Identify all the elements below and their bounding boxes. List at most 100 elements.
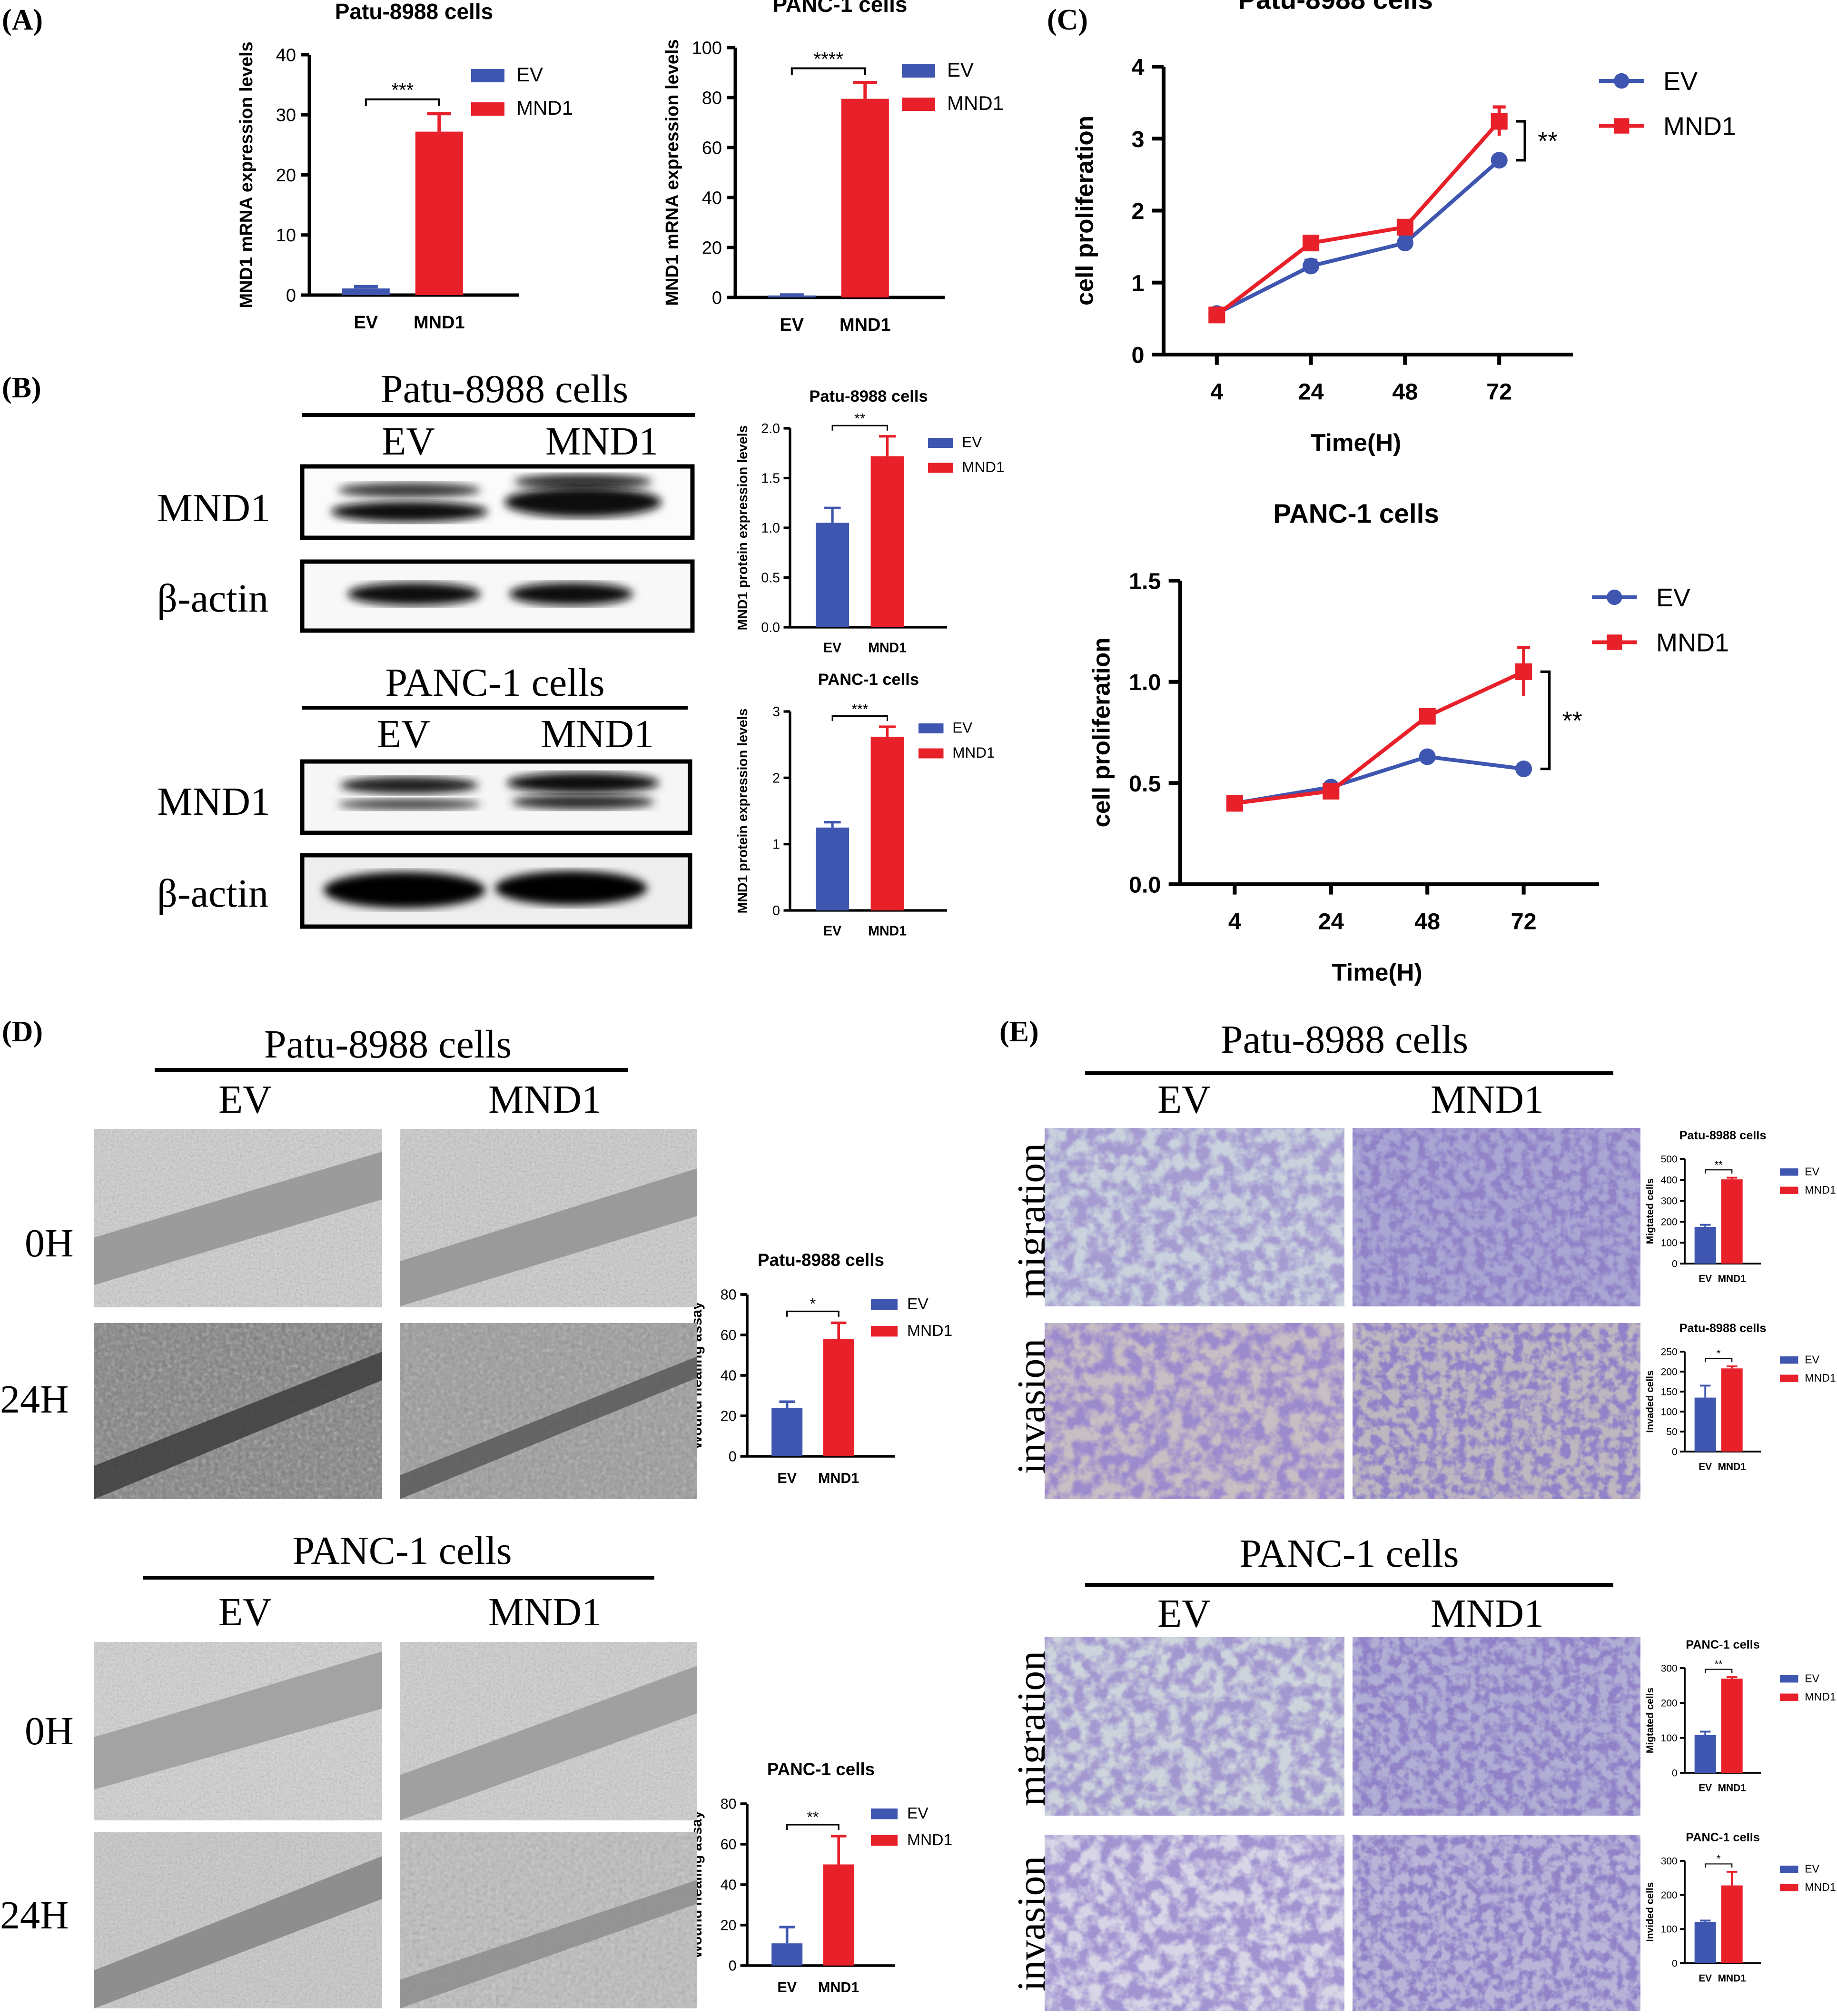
significance-label: ** bbox=[1562, 706, 1582, 735]
chart-title: Patu-8988 cells bbox=[1679, 1322, 1767, 1335]
bar-mnd1 bbox=[1721, 1679, 1743, 1773]
transwell-image bbox=[1353, 1637, 1640, 1816]
x-tick-label: MND1 bbox=[1718, 1783, 1747, 1794]
legend-swatch-ev bbox=[1614, 73, 1630, 89]
y-tick-label: 50 bbox=[1666, 1426, 1677, 1437]
legend-swatch-mnd1 bbox=[1607, 634, 1622, 650]
significance-label: *** bbox=[851, 702, 868, 717]
y-tick-label: 1.5 bbox=[761, 471, 780, 486]
y-tick-label: 1 bbox=[772, 837, 780, 852]
y-tick-label: 20 bbox=[276, 166, 296, 186]
wound-panc: PANC-1 cells EV MND1 0H 24H bbox=[0, 1529, 697, 2008]
y-tick-label: 20 bbox=[702, 238, 722, 258]
y-axis-label: cell proliferation bbox=[1071, 116, 1098, 306]
y-axis-label: Invided cells bbox=[1645, 1882, 1656, 1942]
legend-swatch-ev bbox=[871, 1808, 898, 1819]
y-axis-label: MND1 mRNA expression levels bbox=[237, 41, 257, 308]
y-tick-label: 30 bbox=[276, 106, 296, 126]
y-tick-label: 60 bbox=[702, 138, 722, 158]
bar-ev bbox=[1694, 1922, 1716, 1963]
x-tick-label: MND1 bbox=[1718, 1462, 1747, 1472]
y-axis-label: Migtated cells bbox=[1645, 1688, 1656, 1753]
legend-swatch-mnd1 bbox=[928, 463, 953, 473]
y-tick-label: 40 bbox=[721, 1877, 737, 1893]
chart-title: PANC-1 cells bbox=[1686, 1638, 1760, 1651]
y-tick-label: 0 bbox=[712, 288, 722, 308]
y-tick-label: 300 bbox=[1661, 1196, 1678, 1206]
legend-label: EV bbox=[907, 1805, 928, 1822]
blot-panc-row-mnd1: MND1 bbox=[157, 780, 270, 824]
legend-swatch-ev bbox=[1780, 1168, 1798, 1176]
legend-swatch-ev bbox=[871, 1299, 898, 1310]
blot-band bbox=[509, 583, 633, 605]
y-tick-label: 0 bbox=[1672, 1258, 1678, 1269]
y-tick-label: 20 bbox=[721, 1408, 737, 1424]
wound-patu-ev-label: EV bbox=[218, 1077, 272, 1122]
wound-patu-mnd1-label: MND1 bbox=[488, 1077, 602, 1122]
legend-label: EV bbox=[1805, 1672, 1819, 1684]
data-point-ev bbox=[1419, 748, 1436, 765]
significance-label: ** bbox=[807, 1808, 819, 1826]
bar-ev bbox=[1694, 1735, 1716, 1773]
bar-mnd1 bbox=[870, 456, 904, 627]
legend-swatch-mnd1 bbox=[1780, 1374, 1798, 1382]
x-tick-label: MND1 bbox=[1718, 1274, 1747, 1285]
legend-swatch-ev bbox=[471, 69, 504, 82]
y-axis-label: Migtated cells bbox=[1645, 1178, 1656, 1244]
x-tick-label: EV bbox=[777, 1979, 797, 1996]
significance-bracket bbox=[831, 715, 889, 721]
y-tick-label: 2 bbox=[1131, 198, 1144, 224]
blot-band bbox=[331, 501, 488, 522]
blot-panc-title: PANC-1 cells bbox=[385, 661, 604, 705]
bar-mnd1 bbox=[415, 131, 463, 295]
series-line-ev bbox=[1234, 754, 1524, 805]
wound-panc-title: PANC-1 cells bbox=[292, 1529, 512, 1573]
y-tick-label: 200 bbox=[1661, 1216, 1678, 1227]
bar-ev bbox=[771, 1408, 803, 1456]
series-line-ev bbox=[1215, 158, 1501, 316]
x-tick-label: MND1 bbox=[868, 641, 907, 656]
legend-swatch-mnd1 bbox=[902, 98, 935, 111]
transwell-image bbox=[1353, 1835, 1640, 2011]
blot-band bbox=[324, 872, 485, 908]
blot-patu-mnd1-label: MND1 bbox=[545, 419, 659, 464]
y-tick-label: 300 bbox=[1661, 1663, 1678, 1674]
y-tick-label: 80 bbox=[702, 88, 722, 108]
y-tick-label: 0 bbox=[729, 1958, 737, 1974]
y-tick-label: 1.0 bbox=[761, 521, 780, 536]
chart-title: PANC-1 cells bbox=[1686, 1831, 1760, 1844]
data-point-ev bbox=[1491, 152, 1508, 169]
significance-bracket bbox=[831, 425, 889, 431]
x-tick-label: EV bbox=[1699, 1783, 1712, 1794]
legend-swatch-mnd1 bbox=[1780, 1186, 1798, 1194]
legend-label: MND1 bbox=[952, 744, 995, 761]
wound-panc-ev-label: EV bbox=[218, 1590, 272, 1634]
legend-label: MND1 bbox=[962, 458, 1004, 475]
blot-band bbox=[504, 487, 662, 517]
series-line-mnd1 bbox=[1215, 120, 1501, 317]
chart-c2-proliferation-panc: PANC-1 cells 0.0 0.5 1.0 1.5 4 24 48 72 Time(H) ce… bbox=[1088, 499, 1729, 986]
x-tick-label: 48 bbox=[1392, 379, 1418, 405]
transwell-panc-mnd1-label: MND1 bbox=[1431, 1591, 1544, 1636]
legend-swatch-ev bbox=[902, 64, 935, 78]
y-tick-label: 80 bbox=[721, 1796, 737, 1812]
y-axis-label: MND1 protein expression levels bbox=[735, 425, 751, 631]
significance-label: * bbox=[810, 1295, 816, 1313]
significance-bracket bbox=[1705, 1358, 1733, 1363]
data-point-mnd1 bbox=[1396, 218, 1413, 236]
transwell-panc-ev-label: EV bbox=[1157, 1591, 1211, 1636]
wound-image bbox=[400, 1323, 697, 1499]
blot-patu: Patu-8988 cells EV MND1 MND1 β-actin bbox=[157, 367, 695, 633]
wound-image bbox=[94, 1129, 382, 1307]
wound-patu: Patu-8988 cells EV MND1 0H 24H bbox=[0, 1022, 697, 1499]
y-tick-label: 40 bbox=[721, 1368, 737, 1384]
significance-bracket bbox=[1705, 1669, 1733, 1673]
y-tick-label: 200 bbox=[1661, 1890, 1678, 1901]
series-line-mnd1 bbox=[1234, 670, 1525, 805]
data-point-ev bbox=[1515, 761, 1532, 778]
transwell-patu-ev-label: EV bbox=[1157, 1077, 1211, 1122]
data-point-mnd1 bbox=[1419, 708, 1436, 725]
chart-title: PANC-1 cells bbox=[818, 671, 919, 689]
chart-title: Patu-8988 cells bbox=[335, 0, 493, 24]
